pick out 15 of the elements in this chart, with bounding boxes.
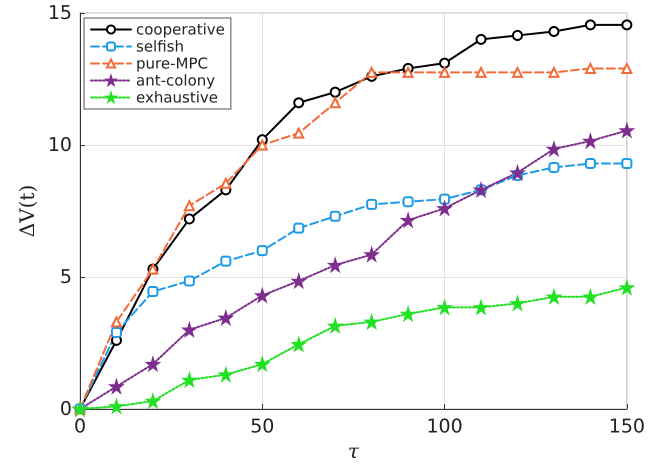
x-tick-label: 100	[426, 416, 463, 438]
y-tick-label: 5	[60, 266, 72, 288]
legend-label: cooperative	[136, 20, 225, 38]
legend-label: selfish	[136, 38, 184, 56]
legend-label: ant-colony	[136, 72, 216, 90]
y-tick-label: 15	[48, 2, 72, 24]
y-tick-label: 0	[60, 398, 72, 420]
legend-label: exhaustive	[136, 88, 218, 106]
y-tick-label: 10	[48, 134, 72, 156]
x-tick-label: 150	[608, 416, 645, 438]
x-axis-title: τ	[348, 439, 360, 463]
x-tick-label: 50	[250, 416, 274, 438]
x-tick-label: 0	[74, 416, 86, 438]
legend-label: pure-MPC	[136, 54, 208, 72]
y-axis-title: ΔV(t)	[14, 184, 39, 238]
